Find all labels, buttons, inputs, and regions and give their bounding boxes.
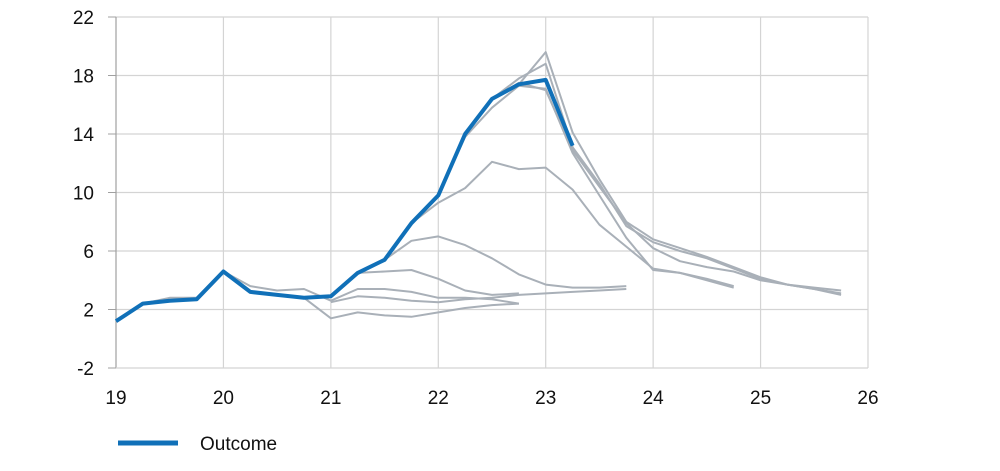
x-tick-label: 21	[320, 388, 341, 409]
x-tick-label: 25	[750, 388, 771, 409]
forecast-series-line	[410, 160, 734, 288]
outcome-series-line	[114, 77, 575, 323]
x-tick-label: 19	[105, 388, 126, 409]
y-tick-label: 2	[83, 301, 94, 322]
y-tick-label: 14	[73, 125, 95, 146]
x-axis-ticks: 19 20 21 22 23 24 25 26	[105, 388, 878, 409]
x-tick-label: 23	[535, 388, 556, 409]
y-tick-label: 18	[73, 67, 94, 88]
forecast-series-line	[437, 84, 734, 289]
y-tick-label: 22	[73, 8, 94, 29]
forecast-series-line	[491, 62, 842, 296]
y-tick-label: -2	[77, 359, 94, 380]
x-tick-label: 24	[643, 388, 665, 409]
forecast-series-line	[303, 297, 519, 320]
grid-lines	[116, 16, 869, 368]
forecast-lines	[142, 51, 842, 320]
forecast-series-line	[330, 288, 627, 304]
x-tick-label: 22	[428, 388, 449, 409]
y-axis-ticks: -2 2 6 10 14 18 22	[73, 8, 95, 380]
forecast-series-line	[518, 51, 842, 292]
axes	[108, 16, 868, 369]
y-tick-label: 6	[83, 242, 94, 263]
legend: Outcome	[118, 434, 277, 455]
forecast-series-line	[357, 269, 519, 296]
outcome-line	[114, 77, 575, 323]
legend-label-outcome: Outcome	[200, 434, 277, 455]
x-tick-label: 20	[213, 388, 234, 409]
forecast-series-line	[384, 235, 627, 289]
y-tick-label: 10	[73, 184, 94, 205]
x-tick-label: 26	[857, 388, 878, 409]
